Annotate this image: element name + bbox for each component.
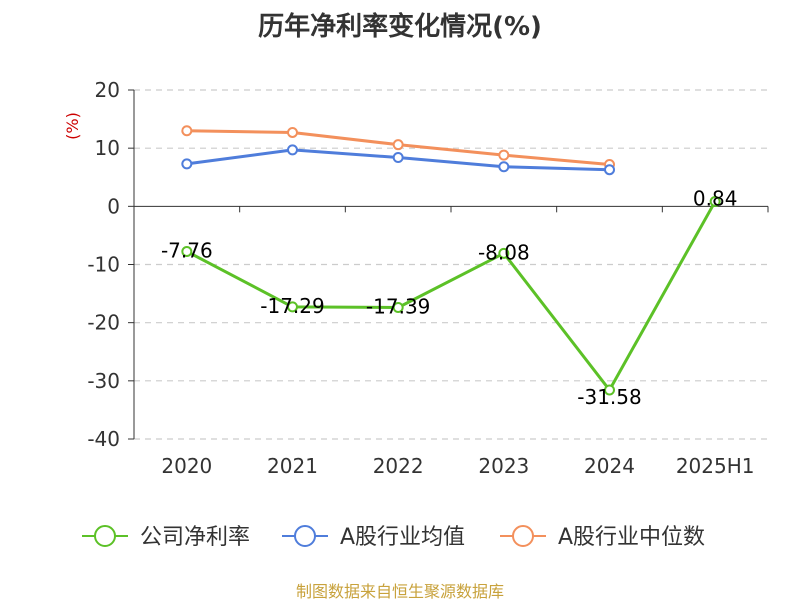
data-point-company — [498, 247, 510, 259]
x-tick-label: 2024 — [584, 454, 635, 478]
y-tick-label: 0 — [107, 194, 120, 218]
data-point-industry_median — [181, 125, 193, 137]
data-label: -31.58 — [577, 385, 641, 409]
y-tick-label: -20 — [87, 311, 120, 335]
data-point-industry_avg — [498, 161, 510, 173]
series-layer — [181, 125, 721, 396]
data-point-company — [181, 245, 193, 257]
y-tick-label: -10 — [87, 253, 120, 277]
data-point-industry_avg — [181, 158, 193, 170]
legend-swatch-marker — [94, 525, 116, 547]
x-tick-label: 2025H1 — [676, 454, 755, 478]
legend: 公司净利率 A股行业均值 A股行业中位数 — [82, 525, 705, 550]
data-point-industry_avg — [392, 151, 404, 163]
data-label-layer: -7.76 -17.29 -17.39 -8.08 -31.58 0.84 — [161, 186, 737, 409]
y-tick-label: 10 — [95, 136, 120, 160]
data-label: -8.08 — [478, 240, 530, 264]
data-point-industry_median — [392, 139, 404, 151]
legend-label: A股行业均值 — [340, 525, 465, 550]
data-point-company — [392, 301, 404, 313]
legend-label: A股行业中位数 — [558, 525, 705, 550]
chart-title: 历年净利率变化情况(%) — [258, 12, 542, 42]
legend-swatch-marker — [294, 525, 316, 547]
axis-layer: 20 10 0 -10 -20 -30 -40 2020 2021 2022 2023 2024 202… — [63, 78, 769, 478]
data-point-industry_median — [287, 126, 298, 138]
y-axis-label: (%) — [63, 112, 82, 140]
data-label: -17.29 — [260, 294, 324, 318]
data-label: -17.39 — [366, 294, 430, 318]
x-tick-label: 2020 — [161, 454, 212, 478]
legend-label: 公司净利率 — [140, 525, 250, 550]
x-tick-label: 2023 — [478, 454, 529, 478]
legend-swatch-marker — [512, 525, 534, 547]
data-point-company — [709, 195, 721, 207]
data-point-company — [604, 384, 615, 396]
series-line-company — [186, 200, 717, 392]
data-point-industry_median — [498, 149, 510, 161]
y-tick-label: -40 — [87, 427, 120, 451]
x-tick-label: 2022 — [373, 454, 424, 478]
grid-layer — [134, 89, 768, 440]
y-tick-label: 20 — [95, 78, 120, 102]
data-point-industry_avg — [287, 144, 298, 156]
x-tick-label: 2021 — [267, 454, 318, 478]
data-label: -7.76 — [161, 238, 213, 262]
data-label: 0.84 — [693, 186, 738, 210]
watermark: 制图数据来自恒生聚源数据库 — [295, 582, 504, 601]
y-tick-label: -30 — [87, 369, 120, 393]
data-point-industry_avg — [604, 164, 615, 176]
data-point-company — [287, 301, 298, 313]
